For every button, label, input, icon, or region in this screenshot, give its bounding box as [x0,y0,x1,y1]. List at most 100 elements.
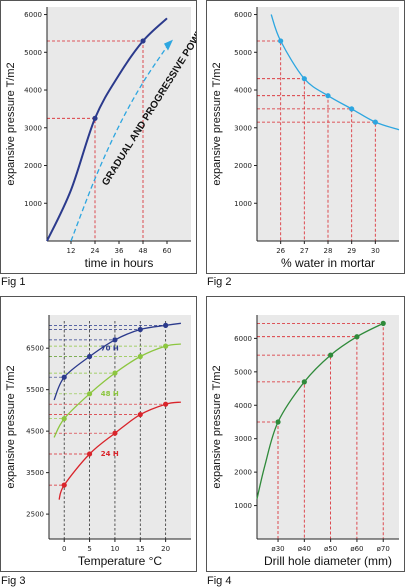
figure-label-fig3: Fig 3 [1,575,26,587]
x-tick-label-fig2-3: 29 [347,247,356,255]
data-point-fig2-1 [301,76,307,82]
y-tick-label-fig2-5: 6000 [234,11,252,19]
x-tick-label-fig1-3: 48 [139,247,148,255]
data-point-fig3-1-2 [86,391,93,397]
data-point-fig3-1-1 [61,416,67,422]
arrow-head-fig1 [164,39,173,51]
y-tick-label-fig1-5: 6000 [24,11,42,19]
y-tick-label-fig2-2: 3000 [234,124,252,132]
plot-area-fig4 [257,315,399,539]
chart-panel-fig3: 2500 3500 4500 5500 6500 0 5 10 15 20 70 H 48 H 24 H… [0,296,197,572]
data-point-fig3-0-4 [137,326,143,333]
series-label-fig3-2: 24 H [101,450,119,458]
x-tick-label-fig3-1: 5 [87,545,91,553]
data-point-fig2-4 [372,119,378,125]
y-tick-label-fig3-4: 6500 [26,345,44,353]
x-tick-label-fig4-2: ø50 [324,545,337,553]
data-point-fig2-2 [325,93,331,99]
x-tick-label-fig2-4: 30 [371,247,380,255]
y-tick-label-fig4-3: 4000 [234,402,252,410]
data-point-fig3-2-2 [86,451,93,457]
x-tick-label-fig4-3: ø60 [350,545,363,553]
y-tick-label-fig4-2: 3000 [234,435,252,443]
guide-line-fig2-3 [257,108,353,241]
data-point-fig4-1 [301,379,307,385]
x-tick-label-fig3-3: 15 [136,545,145,553]
data-point-fig4-4 [380,320,386,326]
x-tick-label-fig3-0: 0 [62,545,66,553]
data-point-fig1-0 [92,115,98,121]
y-tick-label-fig2-0: 1000 [234,200,252,208]
series-label-fig3-0: 70 H [101,344,119,352]
data-point-fig4-0 [275,419,281,425]
guide-line-fig2-4 [257,121,376,241]
data-point-fig2-3 [349,106,355,112]
x-tick-label-fig3-2: 10 [110,545,119,553]
x-tick-label-fig1-2: 36 [115,247,124,255]
figure-label-fig4: Fig 4 [207,575,232,587]
x-axis-label-fig3: Temperature °C [78,554,162,568]
x-tick-label-fig3-4: 20 [161,545,170,553]
figure-label-fig1: Fig 1 [1,276,26,288]
data-point-fig4-2 [328,352,334,358]
y-tick-label-fig1-0: 1000 [24,200,42,208]
data-point-fig3-2-1 [61,482,67,488]
y-tick-label-fig3-2: 4500 [26,428,44,436]
x-tick-label-fig1-4: 60 [163,247,172,255]
x-tick-label-fig4-1: ø40 [298,545,311,553]
data-point-fig3-1-3 [112,370,118,376]
guide-line-fig4-2 [257,354,331,539]
data-point-fig3-0-2 [86,353,93,360]
x-tick-label-fig1-1: 24 [91,247,100,255]
y-axis-label-fig2: expansive pressure T/m2 [211,62,223,185]
chart-fig3: 2500 3500 4500 5500 6500 0 5 10 15 20 70 H 48 H 24 H… [5,315,191,568]
x-axis-label-fig1: time in hours [85,256,154,270]
data-point-fig2-0 [278,38,284,44]
x-axis-label-fig4: Drill hole diameter (mm) [264,554,392,568]
data-point-fig1-1 [140,38,146,44]
data-point-fig3-1-5 [163,343,169,349]
chart-fig4: 1000 2000 3000 4000 5000 6000 ø30 ø40 ø50 ø60 ø70D… [211,315,399,568]
chart-panel-fig2: 1000 2000 3000 4000 5000 6000 26 27 28 29 30% wate… [206,0,405,274]
chart-panel-fig4: 1000 2000 3000 4000 5000 6000 ø30 ø40 ø50 ø60 ø70 D… [206,296,405,572]
y-axis-label-fig4: expansive pressure T/m2 [211,365,223,488]
y-tick-label-fig2-1: 2000 [234,162,252,170]
y-axis-label-fig1: expansive pressure T/m2 [5,62,17,185]
x-tick-label-fig1-0: 12 [67,247,76,255]
y-tick-label-fig3-0: 2500 [26,511,44,519]
x-tick-label-fig2-2: 28 [324,247,333,255]
y-tick-label-fig4-4: 5000 [234,368,252,376]
data-point-fig3-2-4 [137,411,143,418]
y-axis-label-fig3: expansive pressure T/m2 [5,365,17,488]
plot-area-fig3 [49,315,191,539]
series-line-fig1-1 [70,46,168,242]
data-point-fig3-2-3 [112,430,118,436]
y-tick-label-fig3-3: 5500 [26,386,44,394]
guide-line-fig2-0 [257,40,282,241]
data-point-fig3-0-1 [61,374,67,380]
y-tick-label-fig1-3: 4000 [24,87,42,95]
x-tick-label-fig4-4: ø70 [377,545,390,553]
y-tick-label-fig2-4: 5000 [234,49,252,57]
data-point-fig3-0-5 [163,322,169,328]
y-tick-label-fig2-3: 4000 [234,87,252,95]
y-tick-label-fig3-1: 3500 [26,469,44,477]
y-tick-label-fig1-2: 3000 [24,124,42,132]
x-axis-label-fig2: % water in mortar [281,256,375,270]
x-tick-label-fig4-0: ø30 [271,545,284,553]
y-tick-label-fig1-4: 5000 [24,49,42,57]
series-label-fig3-1: 48 H [101,390,119,398]
y-tick-label-fig1-1: 2000 [24,162,42,170]
y-tick-label-fig4-1: 2000 [234,469,252,477]
y-tick-label-fig4-5: 6000 [234,335,252,343]
data-point-fig3-1-4 [137,353,143,360]
x-tick-label-fig2-1: 27 [300,247,309,255]
data-point-fig3-0-3 [112,337,118,343]
y-tick-label-fig4-0: 1000 [234,502,252,510]
x-tick-label-fig2-0: 26 [276,247,285,255]
chart-panel-fig1: 1000 2000 3000 4000 5000 6000 12 24 36 48 60 GRADUA… [0,0,197,274]
figure-label-fig2: Fig 2 [207,276,232,288]
data-point-fig3-2-5 [163,401,169,407]
data-point-fig4-3 [354,334,360,340]
